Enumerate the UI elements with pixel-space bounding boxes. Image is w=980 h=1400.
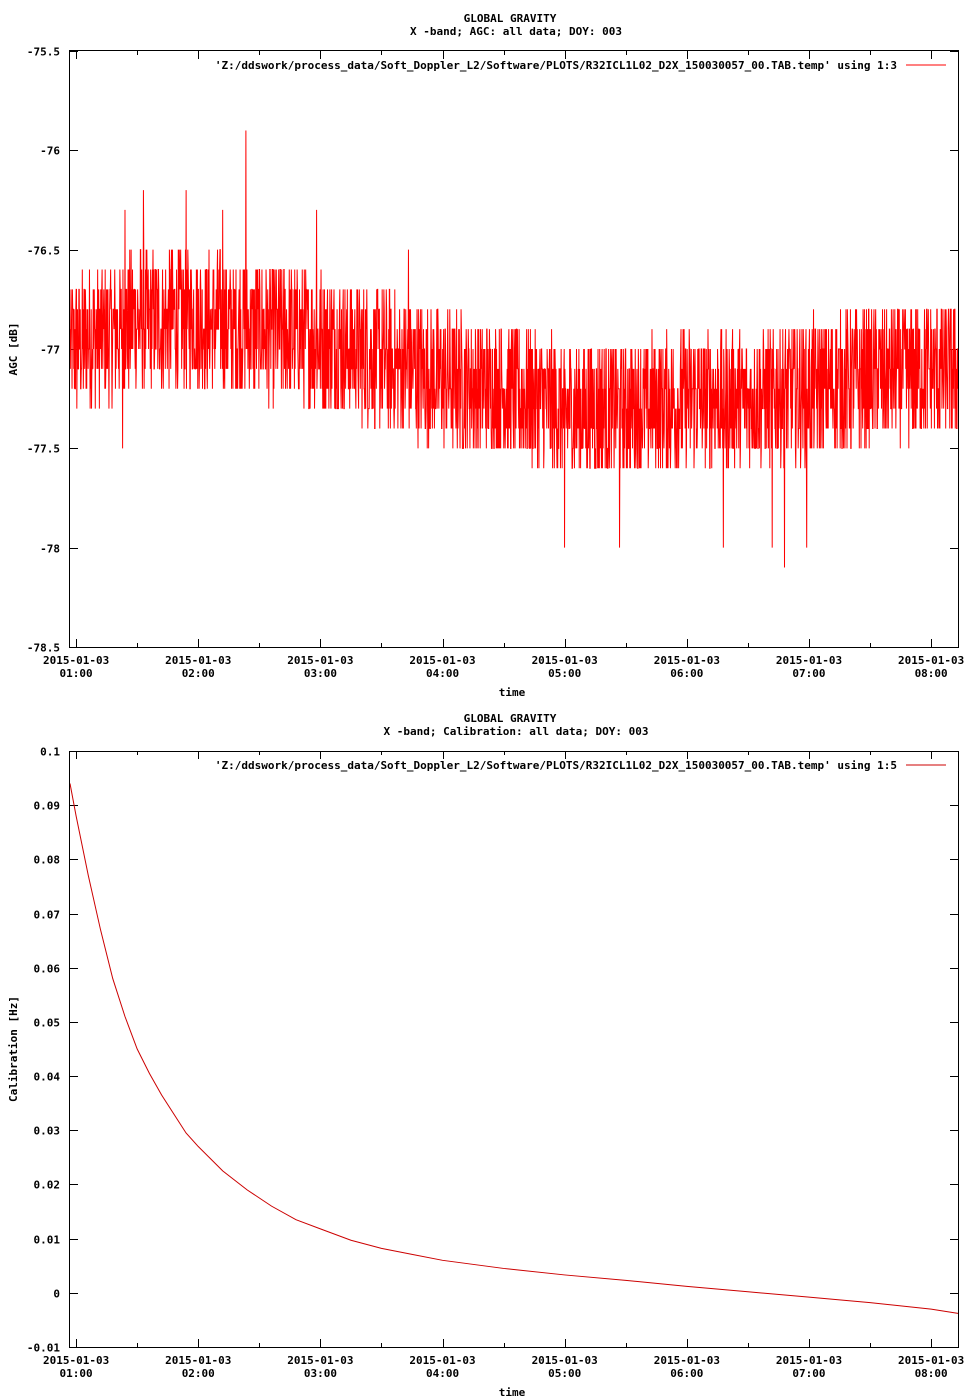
calibration-series xyxy=(69,783,959,1314)
y-tick-label: 0.08 xyxy=(34,854,61,867)
tick-marks: -75.5-76-76.5-77-77.5-78-78.52015-01-030… xyxy=(27,46,964,681)
x-tick-date-label: 2015-01-03 xyxy=(287,654,353,667)
y-tick-label: 0.03 xyxy=(34,1125,61,1138)
y-tick-label: 0.1 xyxy=(40,746,60,759)
x-tick-date-label: 2015-01-03 xyxy=(532,1354,598,1367)
y-tick-label: -77.5 xyxy=(27,443,60,456)
x-tick-date-label: 2015-01-03 xyxy=(43,654,109,667)
x-tick-date-label: 2015-01-03 xyxy=(409,1354,475,1367)
calibration-line xyxy=(69,783,959,1314)
x-tick-time-label: 05:00 xyxy=(548,1367,581,1380)
chart-title-line1: GLOBAL GRAVITY xyxy=(464,12,557,25)
y-tick-label: 0 xyxy=(53,1288,60,1301)
x-tick-time-label: 02:00 xyxy=(182,1367,215,1380)
x-tick-date-label: 2015-01-03 xyxy=(43,1354,109,1367)
y-axis-label: Calibration [Hz] xyxy=(7,996,20,1102)
y-tick-label: 0.02 xyxy=(34,1179,61,1192)
x-tick-time-label: 01:00 xyxy=(60,667,93,680)
x-tick-date-label: 2015-01-03 xyxy=(654,654,720,667)
x-tick-time-label: 05:00 xyxy=(548,667,581,680)
legend-label: 'Z:/ddswork/process_data/Soft_Doppler_L2… xyxy=(215,759,897,772)
x-tick-date-label: 2015-01-03 xyxy=(898,654,964,667)
x-tick-time-label: 04:00 xyxy=(426,667,459,680)
y-tick-label: 0.04 xyxy=(34,1071,61,1084)
y-tick-label: -76 xyxy=(40,145,60,158)
y-tick-label: 0.01 xyxy=(34,1234,61,1247)
y-axis-label: AGC [dB] xyxy=(7,323,20,376)
calibration-chart: GLOBAL GRAVITY X -band; Calibration: all… xyxy=(7,712,964,1399)
y-tick-label: -76.5 xyxy=(27,245,60,258)
x-tick-date-label: 2015-01-03 xyxy=(776,654,842,667)
x-axis-label: time xyxy=(499,686,526,699)
agc-line xyxy=(69,130,959,568)
x-tick-time-label: 06:00 xyxy=(670,1367,703,1380)
y-tick-label: -0.01 xyxy=(27,1342,60,1355)
y-tick-label: 0.07 xyxy=(34,909,61,922)
agc-chart: GLOBAL GRAVITY X -band; AGC: all data; D… xyxy=(7,12,964,699)
agc-series xyxy=(69,130,959,568)
x-tick-date-label: 2015-01-03 xyxy=(165,1354,231,1367)
x-tick-time-label: 08:00 xyxy=(915,667,948,680)
x-tick-time-label: 03:00 xyxy=(304,1367,337,1380)
x-tick-date-label: 2015-01-03 xyxy=(409,654,475,667)
x-tick-time-label: 01:00 xyxy=(60,1367,93,1380)
legend-label: 'Z:/ddswork/process_data/Soft_Doppler_L2… xyxy=(215,59,897,72)
y-tick-label: -75.5 xyxy=(27,46,60,59)
x-axis-label: time xyxy=(499,1386,526,1399)
y-tick-label: -78.5 xyxy=(27,642,60,655)
tick-marks: 0.1 0.09 0.08 0.07 0.06 0.05 0.04 0.03 0.02 0.01 0… xyxy=(27,746,964,1381)
x-tick-time-label: 07:00 xyxy=(792,1367,825,1380)
x-tick-date-label: 2015-01-03 xyxy=(898,1354,964,1367)
x-tick-time-label: 03:00 xyxy=(304,667,337,680)
y-tick-label: -78 xyxy=(40,543,60,556)
y-tick-label: 0.05 xyxy=(34,1017,61,1030)
plot-frame xyxy=(69,50,959,648)
x-tick-time-label: 04:00 xyxy=(426,1367,459,1380)
x-tick-time-label: 08:00 xyxy=(915,1367,948,1380)
x-tick-date-label: 2015-01-03 xyxy=(532,654,598,667)
y-tick-label: 0.09 xyxy=(34,800,61,813)
chart-title-line1: GLOBAL GRAVITY xyxy=(464,712,557,725)
y-tick-label: -77 xyxy=(40,344,60,357)
chart-title-line2: X -band; Calibration: all data; DOY: 003 xyxy=(384,725,649,738)
plot-frame xyxy=(69,751,959,1348)
x-tick-time-label: 07:00 xyxy=(792,667,825,680)
x-tick-time-label: 02:00 xyxy=(182,667,215,680)
x-tick-date-label: 2015-01-03 xyxy=(165,654,231,667)
x-tick-time-label: 06:00 xyxy=(670,667,703,680)
x-tick-date-label: 2015-01-03 xyxy=(776,1354,842,1367)
x-tick-date-label: 2015-01-03 xyxy=(287,1354,353,1367)
x-tick-date-label: 2015-01-03 xyxy=(654,1354,720,1367)
chart-title-line2: X -band; AGC: all data; DOY: 003 xyxy=(410,25,622,38)
y-tick-label: 0.06 xyxy=(34,963,61,976)
